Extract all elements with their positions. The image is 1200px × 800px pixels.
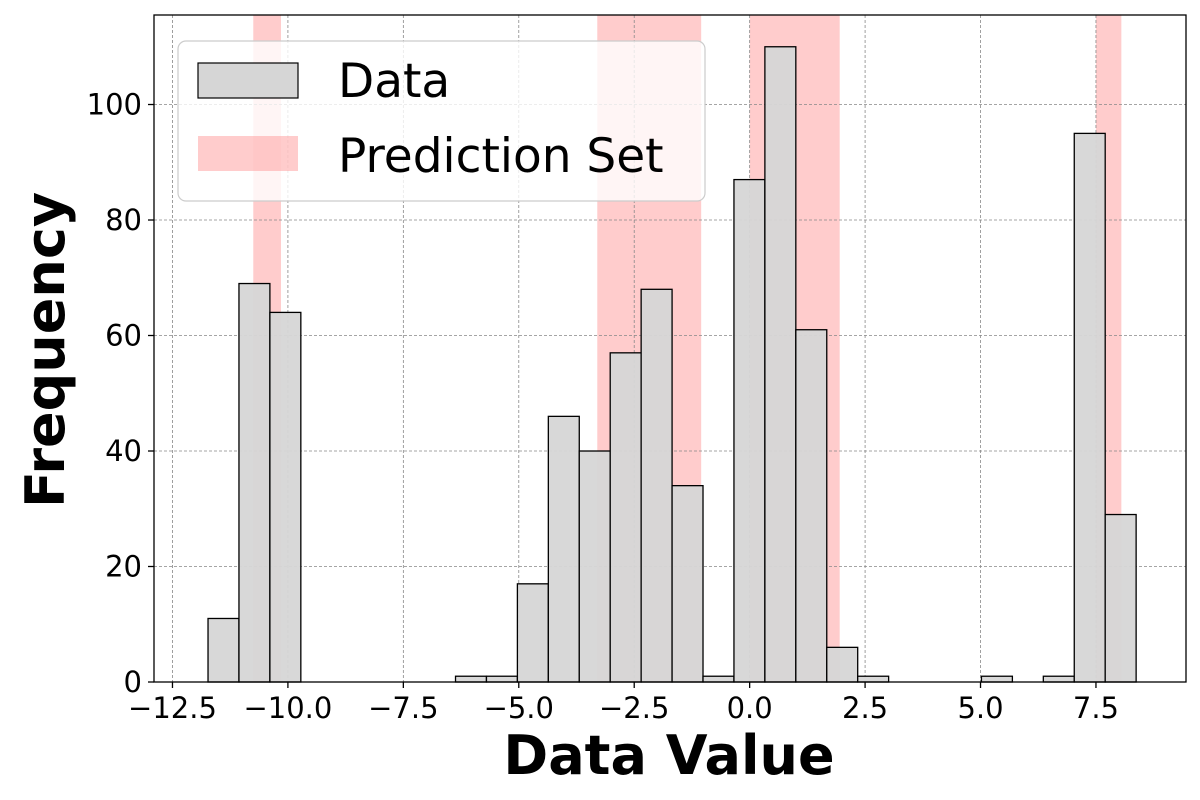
histogram-bar-0 [207,617,240,683]
histogram-bar-14 [640,288,673,683]
histogram-bar-12 [578,450,611,683]
x-tick-label-4: −2.5 [599,691,669,725]
x-axis-title: Data Value [503,724,834,787]
histogram-bar-28 [1073,132,1106,683]
x-tick-label-0: −12.5 [128,691,217,725]
histogram-bar-11 [547,415,580,683]
x-tick-label-5: 0.0 [727,691,773,725]
y-tick-label-4: 80 [105,203,142,237]
legend-label-data: Data [338,54,450,109]
histogram-bar-25 [980,675,1014,683]
tick-labels: −12.5 −10.0 −7.5 −5.0 −2.5 0.0 2.5 5.0 7.5 0 20 40 6… [87,88,1119,725]
histogram-bar-16 [702,675,735,683]
histogram-bar-9 [485,675,519,683]
y-tick-label-1: 20 [105,550,142,584]
legend-swatch-prediction-set [198,136,298,171]
histogram-bar-20 [826,646,859,683]
histogram-bar-15 [671,485,704,683]
legend-frame [177,40,706,202]
histogram-bar-17 [733,178,766,683]
x-tick-label-3: −5.0 [484,691,554,725]
x-tick-label-8: 7.5 [1073,691,1119,725]
histogram-bar-1 [238,282,271,683]
histogram-bar-10 [516,583,549,683]
y-axis-title: Frequency [14,192,77,508]
histogram-bar-8 [454,675,488,683]
x-tick-label-2: −7.5 [368,691,438,725]
plot-frame [153,14,1187,683]
x-tick-label-7: 5.0 [957,691,1003,725]
axes [148,14,1187,688]
histogram-bar-29 [1104,513,1137,683]
histogram-bar-19 [795,329,828,683]
histogram-bar-27 [1042,675,1075,683]
y-tick-label-5: 100 [87,88,142,122]
histogram-bar-21 [857,675,890,683]
legend: Data Prediction Set [177,40,706,202]
legend-swatch-data [197,62,299,99]
histogram-bars [207,46,1137,683]
x-tick-label-6: 2.5 [842,691,888,725]
histogram-bar-13 [609,352,642,683]
y-tick-label-3: 60 [105,319,142,353]
histogram-bar-18 [764,46,797,683]
y-tick-label-0: 0 [124,665,142,699]
histogram-bar-2 [269,311,302,683]
y-tick-label-2: 40 [105,434,142,468]
x-tick-label-1: −10.0 [243,691,332,725]
legend-label-prediction-set: Prediction Set [338,129,664,184]
